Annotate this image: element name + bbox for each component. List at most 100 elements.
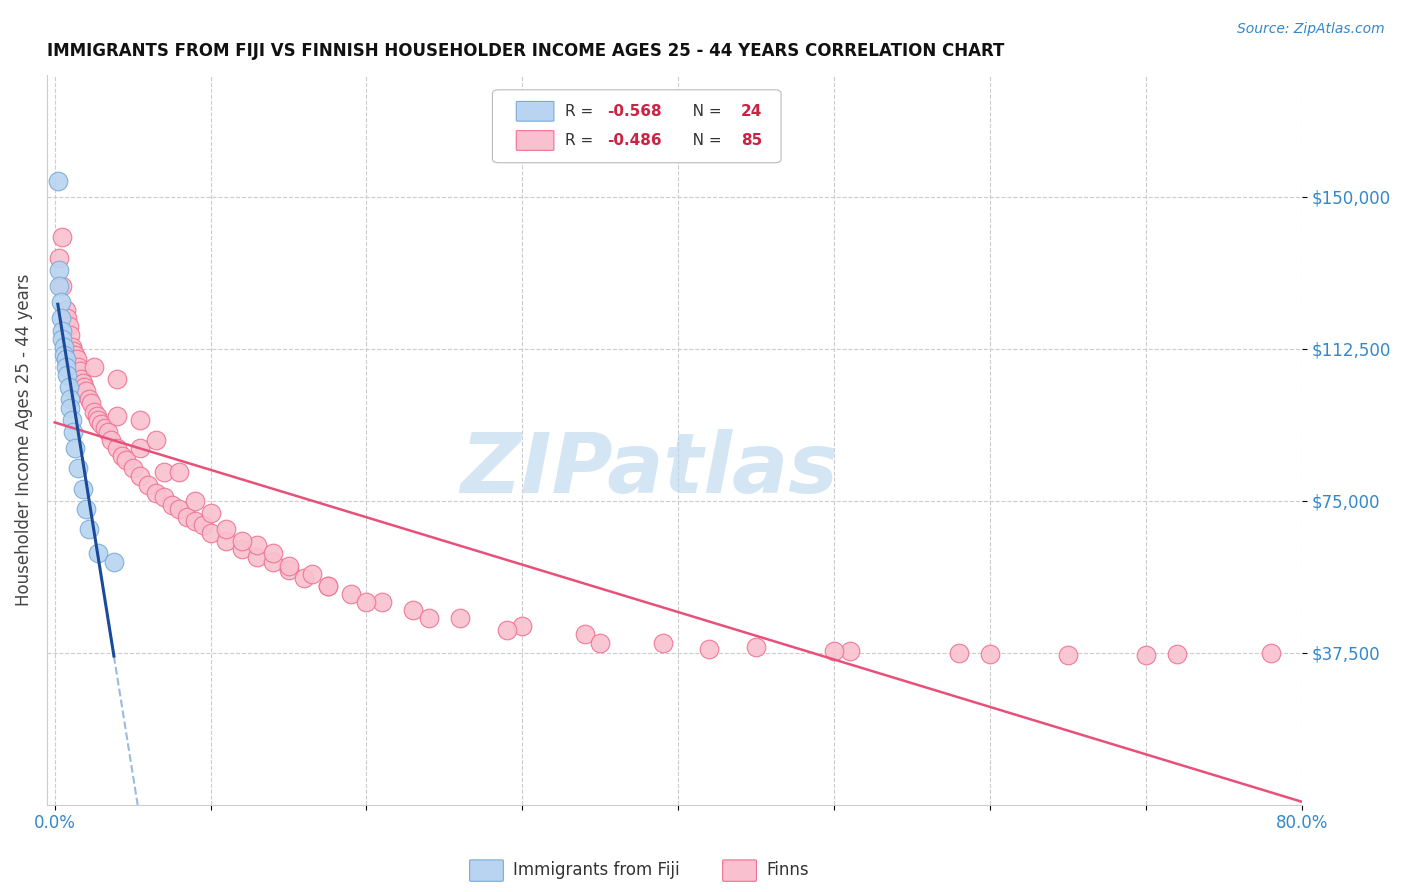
Point [111,449,134,463]
Point [51,279,73,293]
Text: Source: ZipAtlas.com: Source: ZipAtlas.com [1237,22,1385,37]
Point [262,555,284,569]
Text: Finns: Finns [766,861,808,879]
Point [153,466,176,480]
Point [651,635,673,649]
Point [153,490,176,504]
Point [402,603,425,617]
Point [176,510,198,524]
Point [75,501,97,516]
Text: 24: 24 [741,104,762,120]
Point [200,526,222,541]
Point [93,421,115,435]
Point [231,542,253,557]
Point [72,482,94,496]
Point [184,514,207,528]
Point [75,384,97,399]
Point [231,534,253,549]
Point [129,441,152,455]
Point [145,485,167,500]
Point [56,368,79,383]
Point [79,396,101,410]
Point [745,640,768,654]
Point [59,401,82,415]
Point [495,624,517,638]
Point [589,635,612,649]
Point [97,425,120,439]
Point [87,412,110,426]
Point [100,433,122,447]
Point [53,348,76,362]
Point [277,563,299,577]
Text: IMMIGRANTS FROM FIJI VS FINNISH HOUSEHOLDER INCOME AGES 25 - 44 YEARS CORRELATIO: IMMIGRANTS FROM FIJI VS FINNISH HOUSEHOL… [46,42,1004,60]
Point [979,647,1001,661]
Point [823,644,845,658]
Text: -0.568: -0.568 [606,104,661,120]
Point [51,332,73,346]
Point [169,466,191,480]
Point [160,498,183,512]
Point [316,579,339,593]
Point [246,538,269,552]
Point [574,627,596,641]
Point [77,522,100,536]
Point [184,493,207,508]
Point [58,380,80,394]
FancyBboxPatch shape [516,130,554,151]
Point [1260,646,1282,660]
Point [77,392,100,407]
Point [371,595,394,609]
Point [46,173,69,187]
Point [105,441,128,455]
Point [191,518,214,533]
Point [48,279,70,293]
Point [215,534,238,549]
Point [316,579,339,593]
Point [67,461,90,475]
Text: Immigrants from Fiji: Immigrants from Fiji [513,861,681,879]
Point [512,619,534,633]
Point [83,359,105,374]
Text: N =: N = [678,104,727,120]
Point [51,324,73,338]
Point [90,417,112,431]
Point [340,587,363,601]
Text: ZIPatlas: ZIPatlas [460,429,838,509]
Point [69,364,91,378]
Point [63,441,86,455]
Point [59,327,82,342]
Point [115,453,138,467]
FancyBboxPatch shape [516,102,554,121]
Text: -0.486: -0.486 [606,134,661,148]
Point [62,425,84,439]
Text: R =: R = [565,134,599,148]
Point [418,611,440,625]
Point [58,319,80,334]
Point [65,351,87,366]
Point [55,303,77,318]
Point [246,550,269,565]
Text: R =: R = [565,104,599,120]
Point [262,546,284,560]
Point [121,461,143,475]
Point [49,295,72,310]
Point [200,506,222,520]
Point [948,646,970,660]
Point [1166,647,1188,661]
Point [301,566,323,581]
Point [62,343,84,358]
Point [51,230,73,244]
Point [129,412,152,426]
Point [49,311,72,326]
Point [215,522,238,536]
Point [48,251,70,265]
Point [136,477,159,491]
Point [87,546,110,560]
Point [449,611,471,625]
Point [56,311,79,326]
Point [48,262,70,277]
Point [169,501,191,516]
Point [356,595,378,609]
Point [86,409,108,423]
Y-axis label: Householder Income Ages 25 - 44 years: Householder Income Ages 25 - 44 years [15,274,32,607]
